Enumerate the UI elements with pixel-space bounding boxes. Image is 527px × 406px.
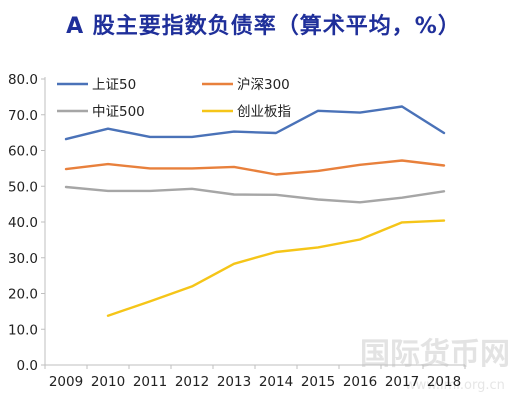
x-tick-label: 2018 xyxy=(427,374,461,390)
x-tick-label: 2012 xyxy=(175,374,209,390)
y-tick-label: 50.0 xyxy=(8,179,38,195)
watermark: 国际货币网 www.imi.org.cn xyxy=(360,337,510,393)
x-tick-label: 2011 xyxy=(133,374,167,390)
y-tick-label: 60.0 xyxy=(8,144,38,160)
y-tick-label: 10.0 xyxy=(8,322,38,338)
watermark-url: www.imi.org.cn xyxy=(405,378,505,393)
x-tick-label: 2013 xyxy=(217,374,251,390)
x-tick-label: 2010 xyxy=(91,374,125,390)
x-tick-label: 2017 xyxy=(385,374,419,390)
legend: 上证50 沪深300 中证500 创业板指 xyxy=(57,77,291,120)
y-tick-label: 80.0 xyxy=(8,72,38,88)
axes: 0.0 10.0 20.0 30.0 40.0 50.0 60.0 70.0 80.0 2009 2… xyxy=(8,72,466,390)
y-tick-label: 20.0 xyxy=(8,287,38,303)
y-tick-label: 40.0 xyxy=(8,215,38,231)
y-tick-label: 30.0 xyxy=(8,251,38,267)
series-line-2 xyxy=(64,159,446,176)
x-tick-label: 2016 xyxy=(343,374,377,390)
y-tick-label: 0.0 xyxy=(17,358,38,374)
x-tick-label: 2015 xyxy=(301,374,335,390)
legend-label-4: 创业板指 xyxy=(237,104,291,120)
watermark-title: 国际货币网 xyxy=(360,337,510,372)
y-tick-label: 70.0 xyxy=(8,108,38,124)
legend-label-2: 沪深300 xyxy=(237,77,290,93)
series-line-4 xyxy=(106,219,446,317)
chart-title: A 股主要指数负债率（算术平均，%） xyxy=(66,14,461,39)
x-tick-label: 2009 xyxy=(49,374,83,390)
series-lines xyxy=(64,105,446,317)
x-tick-label: 2014 xyxy=(259,374,293,390)
series-line-3 xyxy=(64,185,446,204)
legend-label-1: 上证50 xyxy=(92,77,136,93)
legend-label-3: 中证500 xyxy=(92,104,145,120)
series-line-1 xyxy=(64,105,446,141)
